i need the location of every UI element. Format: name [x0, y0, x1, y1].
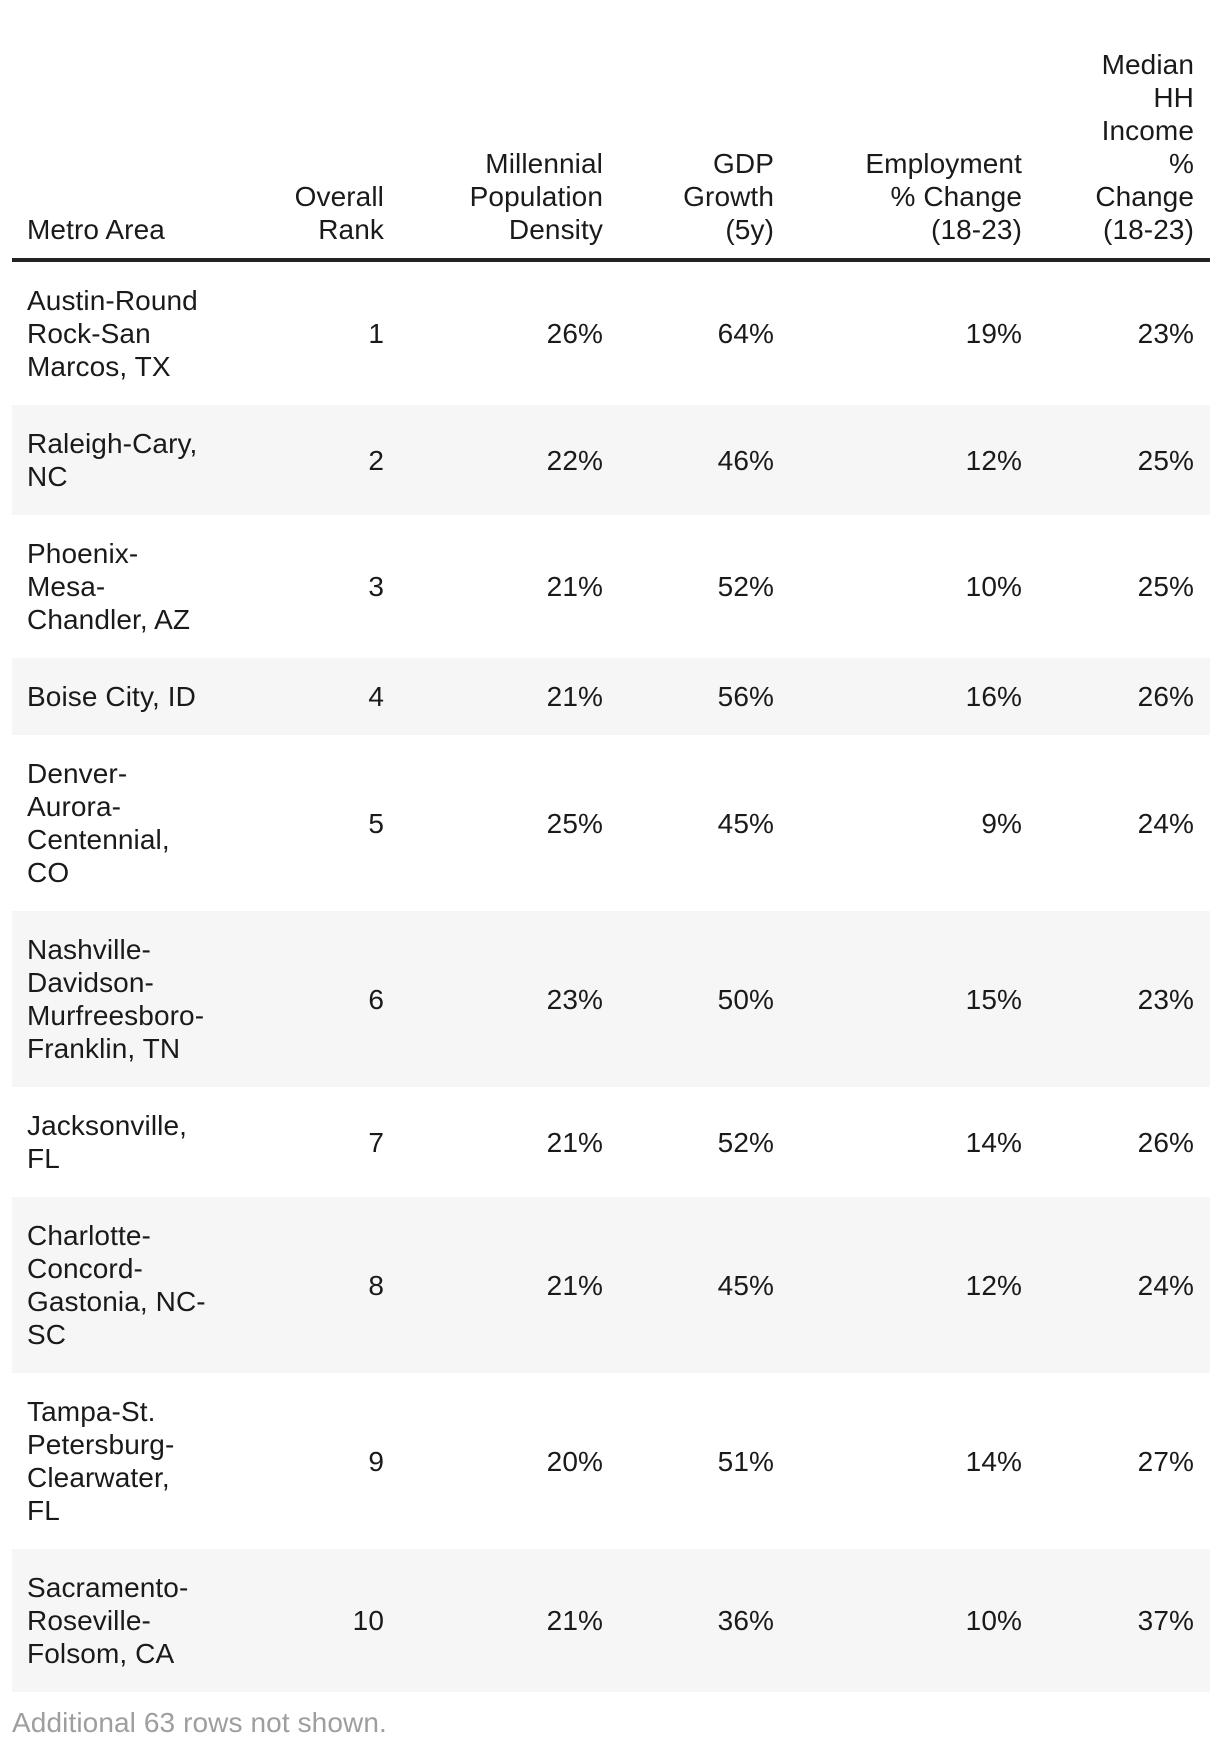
table-header-row: Metro Area Overall Rank Millennial Popul…: [12, 48, 1210, 262]
column-header-gdp-growth: GDP Growth (5y): [603, 48, 774, 262]
table-cell-income-change: 26%: [1137, 1126, 1194, 1158]
column-header-overall-rank: Overall Rank: [207, 48, 384, 262]
table-cell-income-change: 23%: [1137, 318, 1194, 349]
table-row: Boise City, ID 4 21% 56% 16% 26%: [12, 658, 1210, 735]
table-cell-overall-rank: 10: [352, 1605, 384, 1636]
table-row: Charlotte- Concord- Gastonia, NC- SC 8 21%…: [12, 1197, 1210, 1373]
table-cell-employment-change: 10%: [965, 571, 1022, 602]
table-cell-gdp-growth: 64%: [717, 318, 774, 349]
table-cell-gdp-growth: 46%: [717, 444, 774, 476]
table-cell-income-change: 37%: [1137, 1605, 1194, 1636]
table-cell-millennial-density: 25%: [546, 807, 603, 839]
table-cell-income-change: 25%: [1137, 444, 1194, 476]
table-cell-overall-rank: 7: [368, 1126, 384, 1158]
table-cell-overall-rank: 1: [368, 318, 384, 349]
table-cell-gdp-growth: 45%: [717, 1269, 774, 1301]
table-cell-millennial-density: 21%: [546, 1126, 603, 1158]
table-cell-gdp-growth: 50%: [717, 983, 774, 1015]
table-cell-millennial-density: 23%: [546, 983, 603, 1015]
table-cell-overall-rank: 4: [368, 681, 384, 712]
table-cell-metro: Phoenix- Mesa- Chandler, AZ: [27, 538, 191, 635]
table-cell-metro: Jacksonville, FL: [27, 1110, 188, 1174]
table-cell-employment-change: 19%: [965, 318, 1022, 349]
table-cell-income-change: 23%: [1137, 983, 1194, 1015]
metro-rankings-table: Metro Area Overall Rank Millennial Popul…: [12, 48, 1210, 1692]
rows-not-shown-note: Additional 63 rows not shown.: [12, 1707, 387, 1738]
table-cell-gdp-growth: 45%: [717, 807, 774, 839]
table-cell-employment-change: 14%: [965, 1445, 1022, 1477]
table-cell-income-change: 24%: [1137, 1269, 1194, 1301]
table-cell-metro: Austin-Round Rock-San Marcos, TX: [27, 285, 198, 382]
table-cell-income-change: 25%: [1137, 571, 1194, 602]
table-cell-employment-change: 10%: [965, 1605, 1022, 1636]
table-cell-gdp-growth: 51%: [717, 1445, 774, 1477]
table-row: Tampa-St. Petersburg- Clearwater, FL 9 20%…: [12, 1373, 1210, 1549]
table-cell-gdp-growth: 52%: [717, 571, 774, 602]
table-row: Denver- Aurora- Centennial, CO 5 25% 45% 9% 2…: [12, 735, 1210, 911]
table-cell-millennial-density: 26%: [546, 318, 603, 349]
column-header-millennial-population-density: Millennial Population Density: [384, 48, 603, 262]
table-cell-millennial-density: 20%: [546, 1445, 603, 1477]
column-header-employment-change: Employment % Change (18-23): [774, 48, 1022, 262]
table-cell-overall-rank: 5: [368, 807, 384, 839]
table-row: Austin-Round Rock-San Marcos, TX 1 26% 64% 1…: [12, 260, 1210, 405]
table-cell-metro: Raleigh-Cary, NC: [27, 428, 198, 492]
table-body: Austin-Round Rock-San Marcos, TX 1 26% 64% 1…: [12, 260, 1210, 1692]
table-cell-overall-rank: 9: [368, 1445, 384, 1477]
table-cell-employment-change: 16%: [965, 681, 1022, 712]
table-cell-overall-rank: 3: [368, 571, 384, 602]
table-cell-gdp-growth: 56%: [717, 681, 774, 712]
table-cell-metro: Tampa-St. Petersburg- Clearwater, FL: [27, 1396, 175, 1526]
column-header-metro-area: Metro Area: [12, 48, 207, 262]
table-cell-metro: Charlotte- Concord- Gastonia, NC- SC: [27, 1220, 206, 1350]
table-cell-gdp-growth: 36%: [717, 1605, 774, 1636]
table-cell-gdp-growth: 52%: [717, 1126, 774, 1158]
table-row: Jacksonville, FL 7 21% 52% 14% 26%: [12, 1087, 1210, 1197]
table-cell-millennial-density: 22%: [546, 444, 603, 476]
table-cell-employment-change: 12%: [965, 1269, 1022, 1301]
table-row: Raleigh-Cary, NC 2 22% 46% 12% 25%: [12, 405, 1210, 515]
table-cell-income-change: 27%: [1137, 1445, 1194, 1477]
metro-rankings-page: Metro Area Overall Rank Millennial Popul…: [12, 48, 1210, 1739]
table-cell-employment-change: 14%: [965, 1126, 1022, 1158]
table-cell-metro: Boise City, ID: [27, 681, 196, 712]
table-row: Sacramento- Roseville- Folsom, CA 10 21% 36…: [12, 1549, 1210, 1692]
table-cell-metro: Sacramento- Roseville- Folsom, CA: [27, 1572, 189, 1669]
table-cell-metro: Denver- Aurora- Centennial, CO: [27, 758, 170, 888]
column-header-median-hh-income-change: Median HH Income % Change (18-23): [1022, 48, 1210, 262]
table-cell-employment-change: 15%: [965, 983, 1022, 1015]
table-cell-employment-change: 9%: [981, 807, 1022, 839]
table-row: Phoenix- Mesa- Chandler, AZ 3 21% 52% 10% 25%: [12, 515, 1210, 658]
table-cell-income-change: 24%: [1137, 807, 1194, 839]
table-header: Metro Area Overall Rank Millennial Popul…: [12, 48, 1210, 262]
table-cell-overall-rank: 6: [368, 983, 384, 1015]
table-row: Nashville- Davidson- Murfreesboro- Frank…: [12, 911, 1210, 1087]
table-cell-overall-rank: 8: [368, 1269, 384, 1301]
table-cell-millennial-density: 21%: [546, 681, 603, 712]
table-cell-income-change: 26%: [1137, 681, 1194, 712]
table-cell-overall-rank: 2: [368, 444, 384, 476]
table-cell-employment-change: 12%: [965, 444, 1022, 476]
table-cell-millennial-density: 21%: [546, 571, 603, 602]
table-cell-metro: Nashville- Davidson- Murfreesboro- Frank…: [27, 934, 205, 1064]
table-cell-millennial-density: 21%: [546, 1605, 603, 1636]
table-cell-millennial-density: 21%: [546, 1269, 603, 1301]
